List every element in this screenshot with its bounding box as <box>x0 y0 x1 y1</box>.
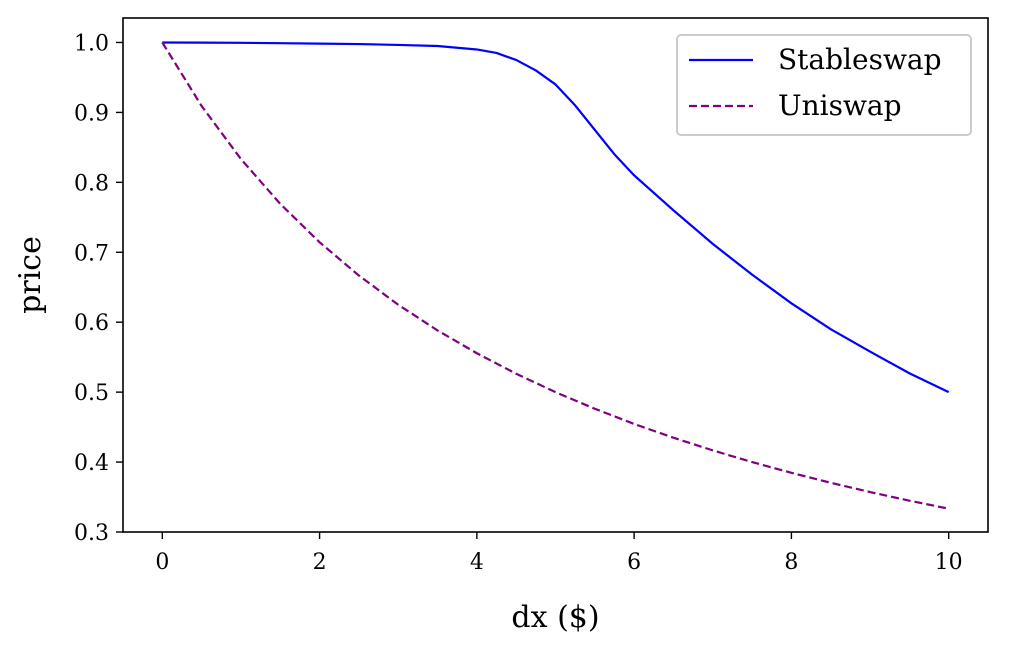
x-axis-label: dx ($) <box>511 600 599 635</box>
y-tick-label: 0.5 <box>74 381 109 406</box>
x-tick-label: 10 <box>935 550 963 575</box>
y-tick-label: 1.0 <box>74 31 109 56</box>
x-tick-label: 6 <box>627 550 641 575</box>
legend-label-stableswap: Stableswap <box>778 43 942 76</box>
legend: Stableswap Uniswap <box>676 34 972 136</box>
series-line-stableswap <box>162 41 950 394</box>
x-tick-label: 4 <box>470 550 484 575</box>
x-tick-label: 2 <box>313 550 327 575</box>
y-tick-label: 0.8 <box>74 171 109 196</box>
plot-area <box>161 41 950 510</box>
y-tick-label: 0.7 <box>74 241 109 266</box>
y-tick-label: 0.9 <box>74 101 109 126</box>
series-line-uniswap <box>161 41 949 510</box>
y-tick-label: 0.4 <box>74 451 109 476</box>
legend-label-uniswap: Uniswap <box>778 89 902 122</box>
y-axis-label: price <box>13 236 48 314</box>
x-tick-label: 0 <box>155 550 169 575</box>
y-tick-label: 0.3 <box>74 521 109 546</box>
y-tick-label: 0.6 <box>74 311 109 336</box>
axes: 0 2 4 6 8 10 0.3 0.4 0.5 0.6 0.7 0.8 0.9 1.0 <box>74 17 989 575</box>
x-tick-label: 8 <box>784 550 798 575</box>
axes-frame <box>122 17 989 533</box>
